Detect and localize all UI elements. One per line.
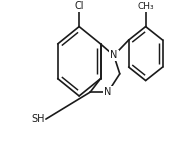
- Text: N: N: [110, 50, 118, 61]
- Text: CH₃: CH₃: [137, 2, 154, 11]
- Text: SH: SH: [31, 114, 44, 124]
- Text: Cl: Cl: [74, 1, 84, 11]
- Text: N: N: [104, 87, 112, 97]
